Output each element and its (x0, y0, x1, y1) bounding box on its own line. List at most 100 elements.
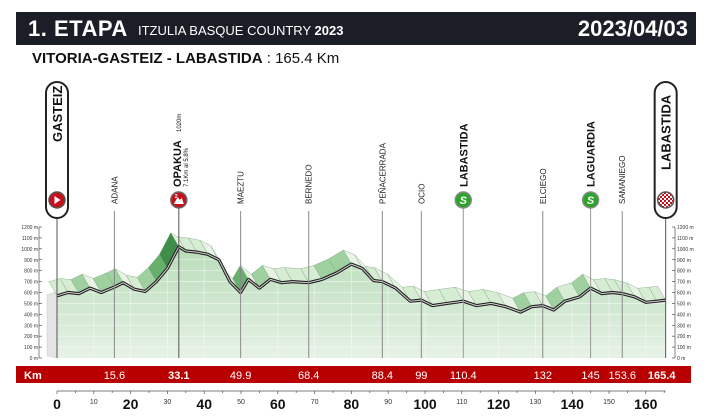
km-bar-value: 88.4 (372, 370, 393, 382)
km-bar-value: 49.9 (230, 370, 251, 382)
climb-elevation: 1020m (177, 114, 183, 132)
x-tick-minor: 90 (384, 399, 392, 406)
x-tick-minor: 50 (237, 399, 245, 406)
y-tick-left: 600 m (24, 291, 38, 297)
race-name: ITZULIA BASQUE COUNTRY 2023 (138, 23, 343, 38)
km-bar: Km 15.6 33.1 49.9 68.4 88.4 99 110.4 132 145 153.6… (16, 366, 691, 383)
x-tick-major: 40 (196, 396, 212, 412)
sprint-icon (454, 191, 473, 209)
waypoint-elciego-8: ELCIEGO (539, 168, 548, 358)
route-start: VITORIA-GASTEIZ (32, 50, 163, 67)
route-distance: : 165.4 Km (262, 50, 340, 67)
y-tick-right: 300 m (677, 323, 691, 329)
x-axis: 0 20 40 60 80 100 120 140 160 10 30 50 70 90 110 130 150 (53, 390, 666, 412)
y-tick-right: 600 m (677, 291, 691, 297)
waypoint-laguardia-9: S LAGUARDIA (581, 121, 600, 358)
y-tick-left: 200 m (24, 334, 38, 340)
stage-number: 1. ETAPA (28, 16, 128, 41)
y-tick-left: 100 m (24, 345, 38, 351)
route-title: VITORIA-GASTEIZ - LABASTIDA : 165.4 Km (32, 50, 339, 67)
waypoint-samaniego-10: SAMANIEGO (618, 156, 627, 358)
waypoint-markers: GASTEIZ ADANA 2 OPAKUA 1020m 7.1Km al 5.8% MAE… (45, 81, 678, 358)
km-bar-value: 15.6 (104, 370, 125, 382)
climb-name: OPAKUA (172, 140, 184, 187)
km-bar-value: 165.4 (648, 370, 676, 382)
y-tick-left: 900 m (24, 258, 38, 264)
profile-fill (57, 246, 666, 358)
y-tick-left: 1200 m (21, 225, 38, 231)
y-tick-left: 1000 m (21, 247, 38, 253)
race-name-text: ITZULIA BASQUE COUNTRY (138, 23, 311, 38)
y-tick-left: 300 m (24, 323, 38, 329)
x-tick-major: 140 (561, 396, 585, 412)
waypoint-ocio-6: OCIO (417, 184, 426, 358)
x-tick-minor: 70 (311, 399, 319, 406)
x-tick-minor: 130 (530, 399, 542, 406)
climb-detail: 7.1Km al 5.8% (184, 147, 190, 187)
y-tick-left: 800 m (24, 269, 38, 275)
sprint-icon (581, 191, 600, 209)
y-axis: 0 m 0 m 100 m 100 m 200 m 200 m 300 m 300 m 400 … (21, 225, 693, 362)
town-name: ELCIEGO (539, 168, 548, 204)
y-tick-right: 100 m (677, 345, 691, 351)
y-tick-right: 400 m (677, 312, 691, 318)
town-name: SAMANIEGO (618, 156, 627, 204)
km-bar-value: 110.4 (450, 370, 477, 382)
km-bar-label: Km (24, 370, 42, 382)
town-name: ADANA (110, 176, 119, 204)
x-tick-minor: 150 (603, 399, 615, 406)
waypoint-adana-1: ADANA (110, 176, 119, 358)
stage-header: 1. ETAPA ITZULIA BASQUE COUNTRY 2023 202… (16, 12, 696, 45)
sprint-name: LAGUARDIA (586, 121, 598, 187)
km-bar-value: 33.1 (168, 370, 189, 382)
km-bar-value: 99 (415, 370, 427, 382)
waypoint-label: GASTEIZ (50, 86, 65, 142)
y-tick-right: 700 m (677, 280, 691, 286)
x-tick-major: 0 (53, 396, 61, 412)
y-tick-right: 900 m (677, 258, 691, 264)
svg-text:S: S (587, 195, 595, 207)
km-bar-value: 145 (581, 370, 599, 382)
svg-text:2: 2 (175, 194, 178, 200)
y-tick-left: 700 m (24, 280, 38, 286)
waypoint-labastida-11: LABASTIDA (653, 81, 678, 358)
town-name: BERNEDO (305, 164, 314, 204)
x-tick-minor: 30 (164, 399, 172, 406)
y-tick-left: 1100 m (22, 236, 38, 242)
x-tick-minor: 110 (456, 399, 467, 406)
waypoint-maeztu-3: MAEZTU (237, 171, 246, 358)
waypoint-opakua-2: 2 OPAKUA 1020m 7.1Km al 5.8% (170, 114, 190, 358)
y-tick-right: 1100 m (677, 236, 693, 242)
y-tick-right: 800 m (677, 269, 691, 275)
y-tick-left: 500 m (24, 301, 38, 307)
km-bar-value: 132 (534, 370, 552, 382)
x-tick-major: 100 (413, 396, 437, 412)
stage-date: 2023/04/03 (577, 16, 688, 41)
town-name: PEÑACERRADA (378, 142, 387, 204)
profile-side (46, 291, 58, 359)
waypoint-labastida-7: S LABASTIDA (454, 123, 473, 358)
y-tick-right: 1200 m (677, 225, 694, 231)
town-name: MAEZTU (237, 171, 246, 204)
route-finish: LABASTIDA (175, 50, 263, 67)
waypoint-peñacerrada-5: PEÑACERRADA (378, 142, 387, 358)
y-tick-right: 0 m (677, 356, 685, 362)
x-tick-major: 60 (270, 396, 286, 412)
y-tick-left: 0 m (30, 356, 38, 362)
route-separator: - (162, 50, 176, 67)
x-tick-major: 80 (344, 396, 360, 412)
waypoint-label: LABASTIDA (659, 94, 674, 170)
finish-flag-icon (656, 191, 675, 209)
y-tick-left: 400 m (24, 312, 38, 318)
sprint-name: LABASTIDA (458, 123, 470, 187)
km-bar-bg (16, 366, 691, 383)
waypoint-bernedo-4: BERNEDO (305, 164, 314, 358)
x-tick-major: 160 (634, 396, 658, 412)
waypoint-gasteiz-0: GASTEIZ (45, 81, 69, 358)
x-tick-major: 120 (487, 396, 511, 412)
svg-text:S: S (460, 195, 468, 207)
km-bar-value: 153.6 (608, 370, 636, 382)
y-tick-right: 500 m (677, 301, 691, 307)
race-year: 2023 (314, 23, 344, 38)
